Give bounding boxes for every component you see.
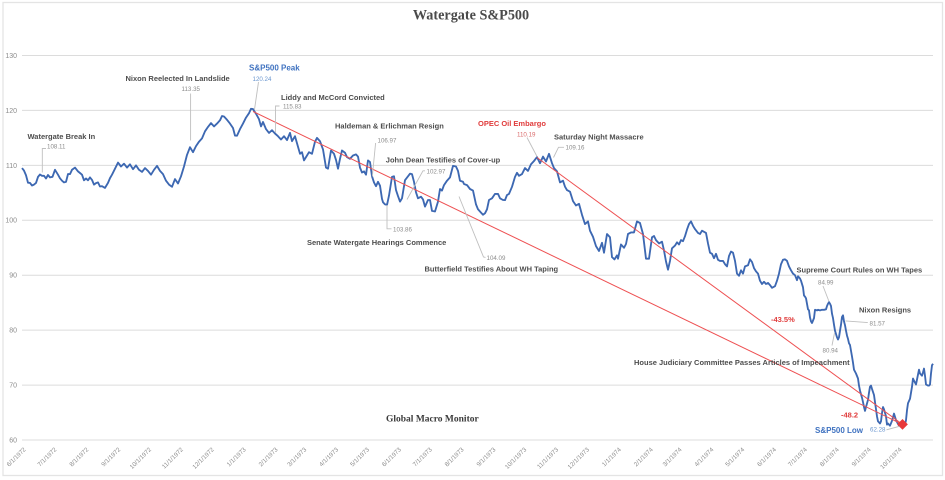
svg-text:120: 120 bbox=[5, 108, 17, 115]
svg-text:Global Macro Monitor: Global Macro Monitor bbox=[386, 415, 479, 425]
svg-text:106.97: 106.97 bbox=[378, 137, 397, 144]
svg-text:House Judiciary Committee Pass: House Judiciary Committee Passes Article… bbox=[634, 358, 850, 367]
svg-text:62.28: 62.28 bbox=[870, 427, 886, 434]
svg-text:Watergate Break In: Watergate Break In bbox=[28, 132, 96, 141]
svg-text:109.16: 109.16 bbox=[566, 144, 585, 151]
svg-text:130: 130 bbox=[5, 53, 17, 60]
svg-text:103.86: 103.86 bbox=[393, 226, 412, 233]
svg-text:Saturday Night Massacre: Saturday Night Massacre bbox=[554, 132, 644, 141]
svg-text:120.24: 120.24 bbox=[253, 76, 272, 83]
svg-text:Senate Watergate Hearings Comm: Senate Watergate Hearings Commence bbox=[307, 238, 446, 247]
svg-text:-48.2: -48.2 bbox=[841, 411, 858, 420]
svg-text:110: 110 bbox=[6, 163, 17, 170]
svg-text:115.83: 115.83 bbox=[283, 103, 302, 110]
svg-text:81.57: 81.57 bbox=[870, 321, 886, 328]
svg-text:Nixon Reelected In Landslide: Nixon Reelected In Landslide bbox=[126, 74, 230, 83]
svg-text:108.11: 108.11 bbox=[47, 144, 66, 151]
svg-text:80.94: 80.94 bbox=[823, 347, 839, 354]
svg-text:Watergate S&P500: Watergate S&P500 bbox=[413, 7, 529, 23]
svg-text:80: 80 bbox=[9, 328, 17, 335]
svg-text:104.09: 104.09 bbox=[487, 255, 506, 262]
svg-text:110.19: 110.19 bbox=[517, 131, 536, 138]
svg-text:-43.5%: -43.5% bbox=[771, 315, 795, 324]
svg-text:Liddy and McCord Convicted: Liddy and McCord Convicted bbox=[281, 93, 385, 102]
svg-text:102.97: 102.97 bbox=[427, 168, 446, 175]
svg-text:OPEC Oil Embargo: OPEC Oil Embargo bbox=[478, 119, 546, 128]
svg-text:113.35: 113.35 bbox=[182, 86, 201, 93]
svg-text:S&P500 Low: S&P500 Low bbox=[815, 426, 864, 435]
svg-text:John Dean Testifies of Cover-u: John Dean Testifies of Cover-up bbox=[386, 155, 501, 164]
svg-text:Nixon Resigns: Nixon Resigns bbox=[859, 305, 911, 314]
svg-text:Supreme Court Rules on WH Tape: Supreme Court Rules on WH Tapes bbox=[797, 265, 923, 274]
svg-text:Haldeman & Erlichman Resign: Haldeman & Erlichman Resign bbox=[335, 121, 444, 130]
svg-text:70: 70 bbox=[9, 383, 17, 390]
svg-text:S&P500 Peak: S&P500 Peak bbox=[249, 64, 300, 73]
svg-text:84.99: 84.99 bbox=[818, 279, 834, 286]
svg-text:Butterfield Testifies About WH: Butterfield Testifies About WH Taping bbox=[425, 264, 559, 273]
svg-text:90: 90 bbox=[9, 273, 17, 280]
svg-text:60: 60 bbox=[9, 437, 17, 444]
svg-text:100: 100 bbox=[5, 218, 17, 225]
